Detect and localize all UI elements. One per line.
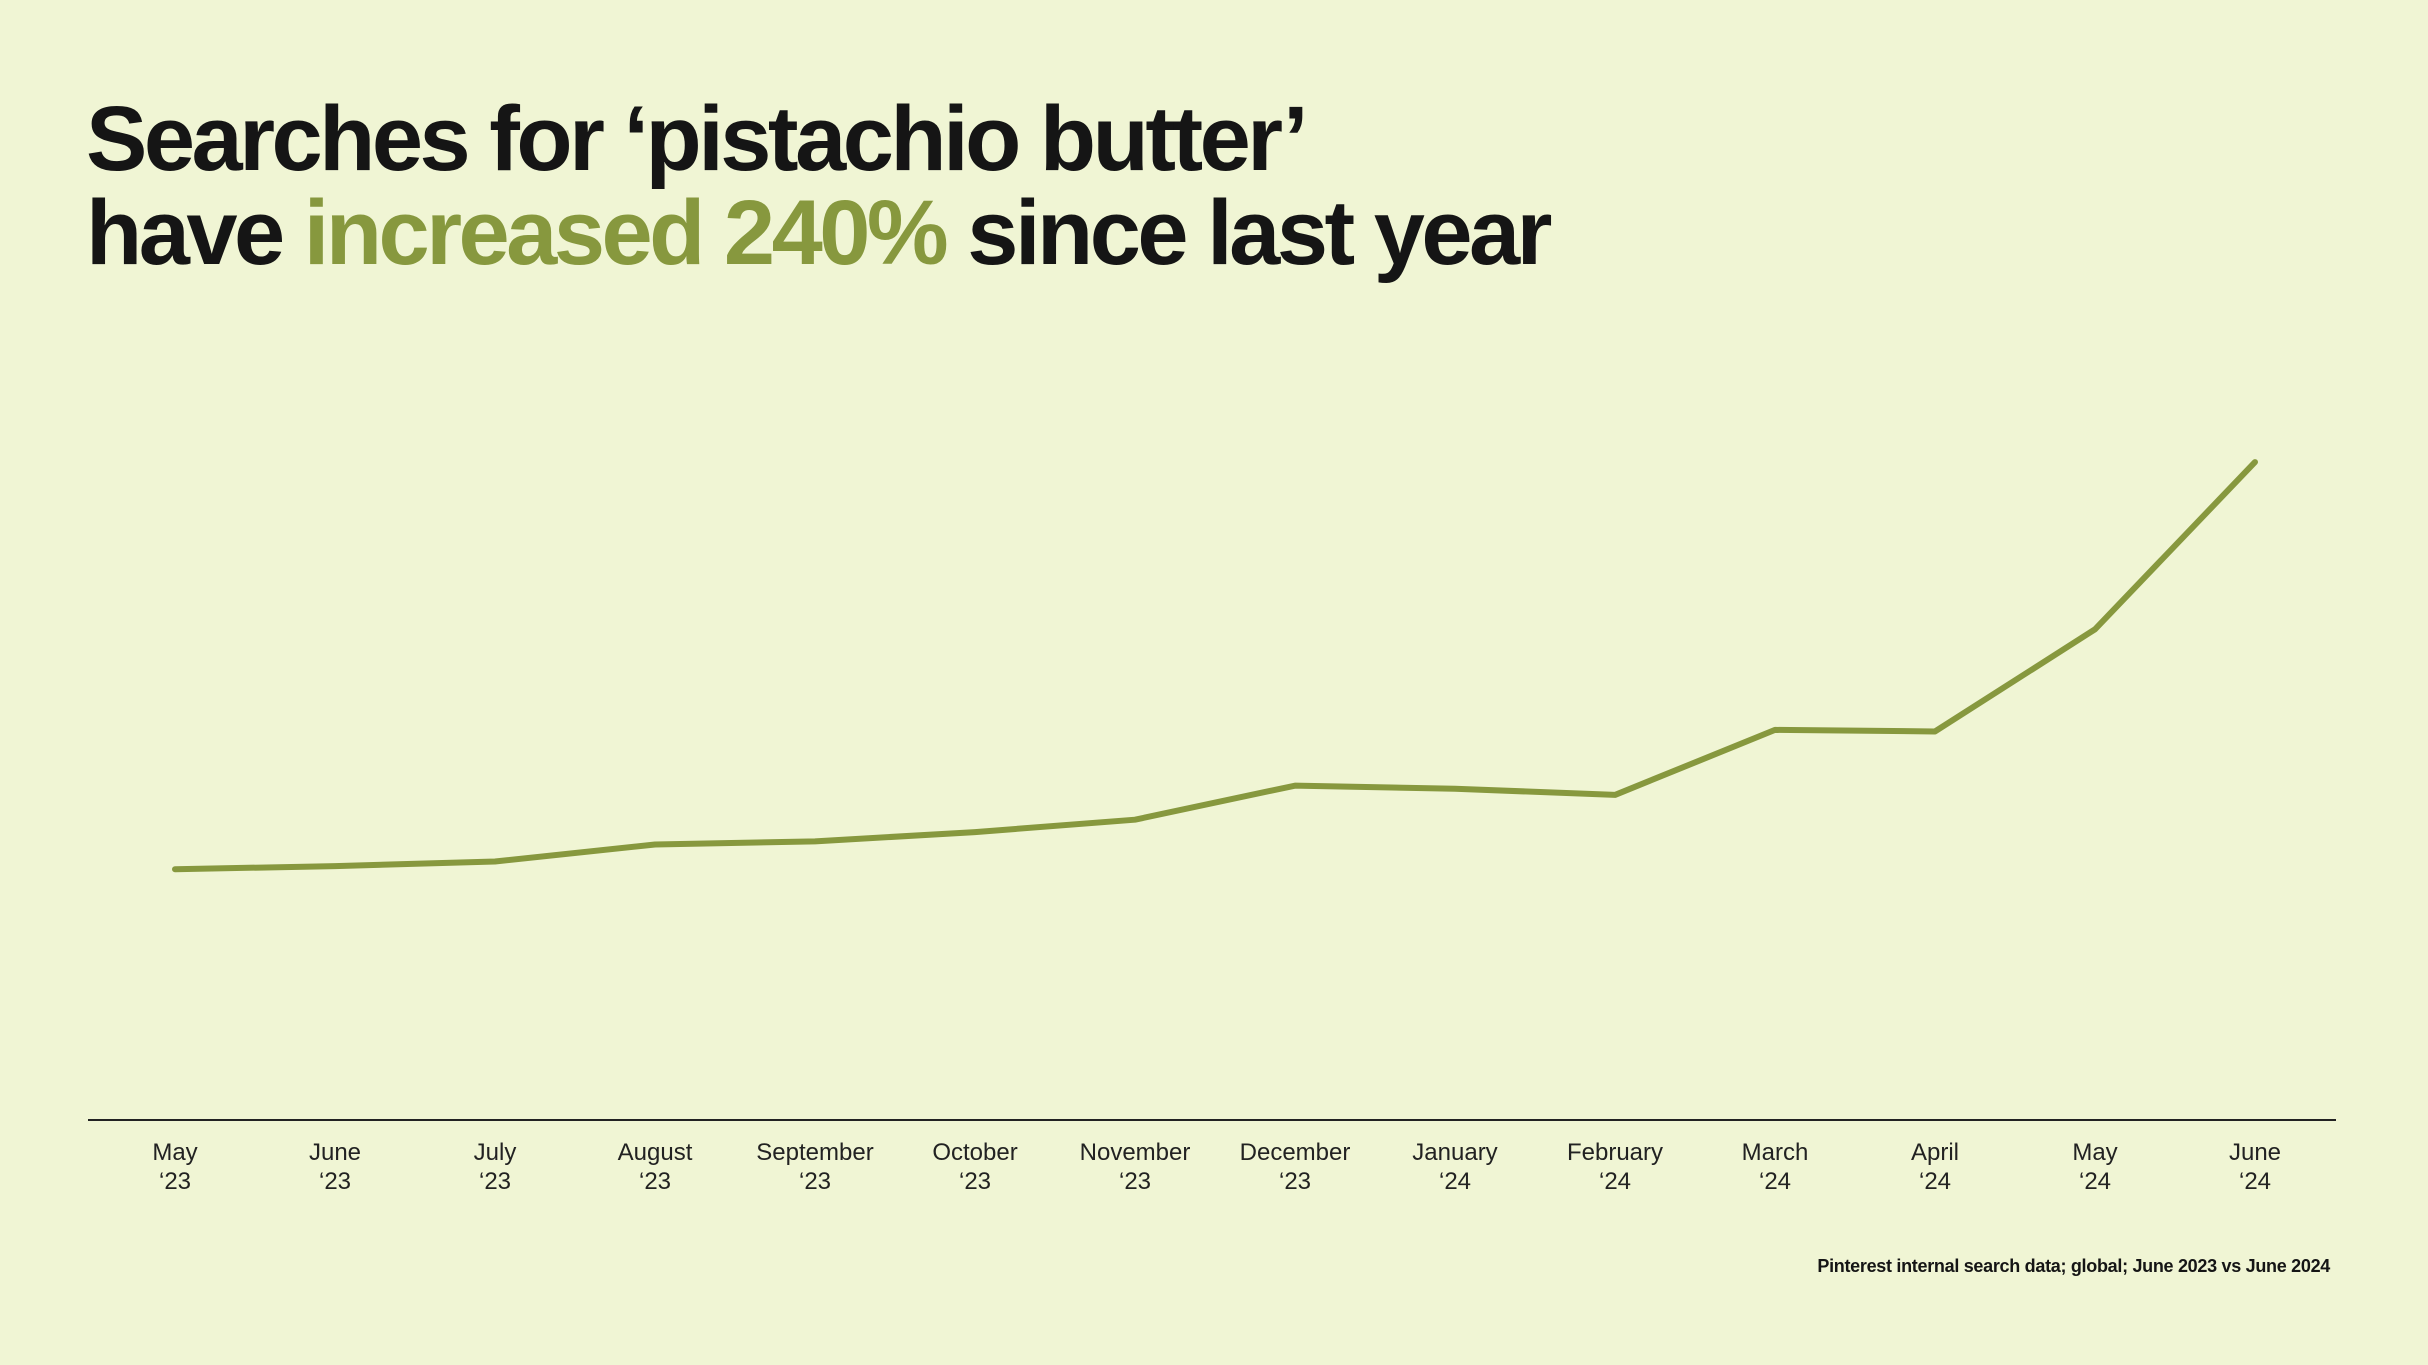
line — [172, 459, 2258, 873]
x-tick-label: April ‘24 — [1910, 1139, 1959, 1195]
x-tick-label: June ‘24 — [2228, 1139, 2282, 1195]
source-note: Pinterest internal search data; global; … — [1817, 1256, 2330, 1276]
x-tick-label: February ‘24 — [1566, 1139, 1664, 1195]
title-highlight: increased 240% — [303, 182, 949, 284]
x-tick-label: September ‘23 — [756, 1139, 874, 1195]
x-tick-label: May ‘23 — [152, 1139, 198, 1195]
x-tick-label: October ‘23 — [932, 1139, 1018, 1195]
title-text: have — [86, 182, 285, 284]
title-line: Searches for ‘pistachio butter’ — [86, 92, 1549, 186]
x-tick-label: November ‘23 — [1079, 1139, 1191, 1195]
title-text: since last year — [967, 182, 1552, 284]
title-line: have increased 240% since last year — [86, 186, 1552, 280]
title-text: Searches for ‘pistachio butter’ — [86, 88, 1309, 190]
x-tick-label: March ‘24 — [1741, 1139, 1809, 1195]
x-tick-label: June ‘23 — [308, 1139, 362, 1195]
chart-title: Searches for ‘pistachio butter’ have inc… — [86, 92, 1552, 280]
x-tick-label: January ‘24 — [1412, 1139, 1498, 1195]
x-tick-label: July ‘23 — [473, 1139, 517, 1195]
x-tick-label: December ‘23 — [1239, 1139, 1351, 1195]
x-tick-label: August ‘23 — [617, 1139, 693, 1195]
x-tick-label: May ‘24 — [2072, 1139, 2118, 1195]
